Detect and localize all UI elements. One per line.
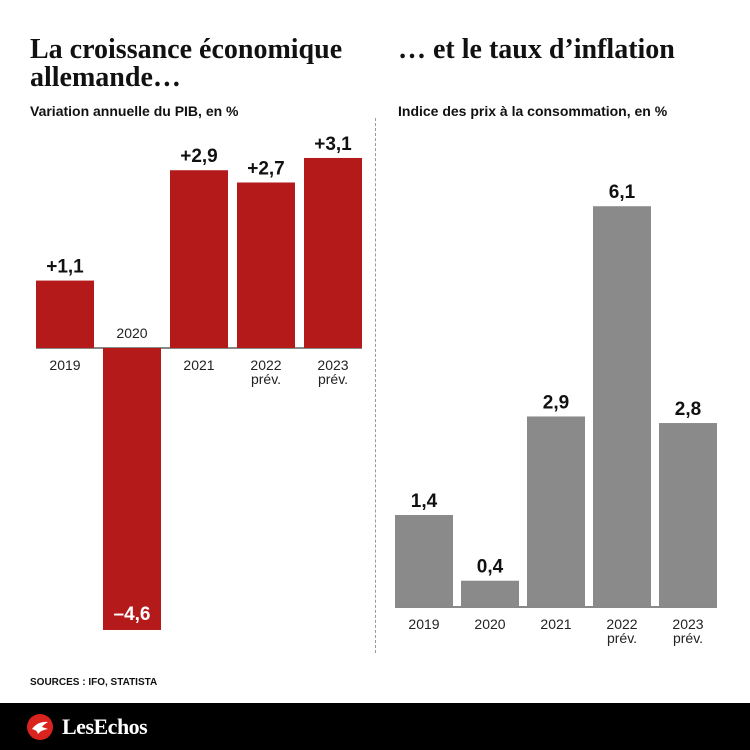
inflation-bar bbox=[395, 515, 453, 607]
inflation-tick-label: 2022 prév. bbox=[606, 616, 637, 646]
inflation-data-label: 0,4 bbox=[477, 557, 504, 578]
inflation-chart-title: … et le taux d’inflation bbox=[398, 34, 675, 65]
gdp-bar bbox=[304, 157, 362, 348]
gdp-tick-label: 2023 prév. bbox=[317, 357, 348, 387]
inflation-data-label: 2,9 bbox=[543, 392, 569, 413]
gdp-bar bbox=[237, 182, 295, 348]
panel-divider bbox=[375, 118, 376, 653]
inflation-tick-label: 2019 bbox=[408, 616, 439, 632]
gdp-data-label: +3,1 bbox=[314, 134, 352, 155]
les-echos-logo: LesEchos bbox=[26, 712, 148, 742]
inflation-bar bbox=[659, 423, 717, 607]
echos-logo-icon bbox=[27, 714, 53, 740]
gdp-data-label: +1,1 bbox=[46, 257, 84, 278]
bar-charts: +1,1 2019 –4,6 2020 +2,9 2021 +2,7 2022 prév. +3,… bbox=[36, 134, 717, 646]
logo-wordmark: LesEchos bbox=[62, 714, 148, 739]
gdp-chart-title: La croissance économique allemande… bbox=[30, 34, 343, 93]
gdp-bar bbox=[103, 348, 161, 630]
inflation-data-label: 6,1 bbox=[609, 182, 636, 203]
inflation-chart-subtitle: Indice des prix à la consommation, en % bbox=[398, 103, 668, 119]
inflation-data-label: 2,8 bbox=[675, 399, 701, 420]
gdp-bar bbox=[36, 280, 94, 348]
gdp-tick-label: 2019 bbox=[49, 357, 80, 373]
gdp-data-label: –4,6 bbox=[114, 604, 151, 625]
inflation-tick-label: 2020 bbox=[474, 616, 505, 632]
inflation-bar bbox=[593, 206, 651, 608]
gdp-tick-label: 2020 bbox=[116, 325, 147, 341]
gdp-chart-subtitle: Variation annuelle du PIB, en % bbox=[30, 103, 239, 119]
inflation-bar bbox=[461, 580, 519, 607]
gdp-bar bbox=[170, 170, 228, 348]
sources-note: SOURCES : IFO, STATISTA bbox=[30, 677, 158, 688]
gdp-tick-label: 2022 prév. bbox=[250, 357, 281, 387]
gdp-tick-label: 2021 bbox=[183, 357, 214, 373]
inflation-data-label: 1,4 bbox=[411, 491, 438, 512]
inflation-tick-label: 2023 prév. bbox=[672, 616, 703, 646]
inflation-tick-label: 2021 bbox=[540, 616, 571, 632]
inflation-bar bbox=[527, 416, 585, 607]
footer-bar: LesEchos bbox=[0, 703, 750, 750]
gdp-data-label: +2,7 bbox=[247, 158, 285, 179]
gdp-data-label: +2,9 bbox=[180, 146, 218, 167]
